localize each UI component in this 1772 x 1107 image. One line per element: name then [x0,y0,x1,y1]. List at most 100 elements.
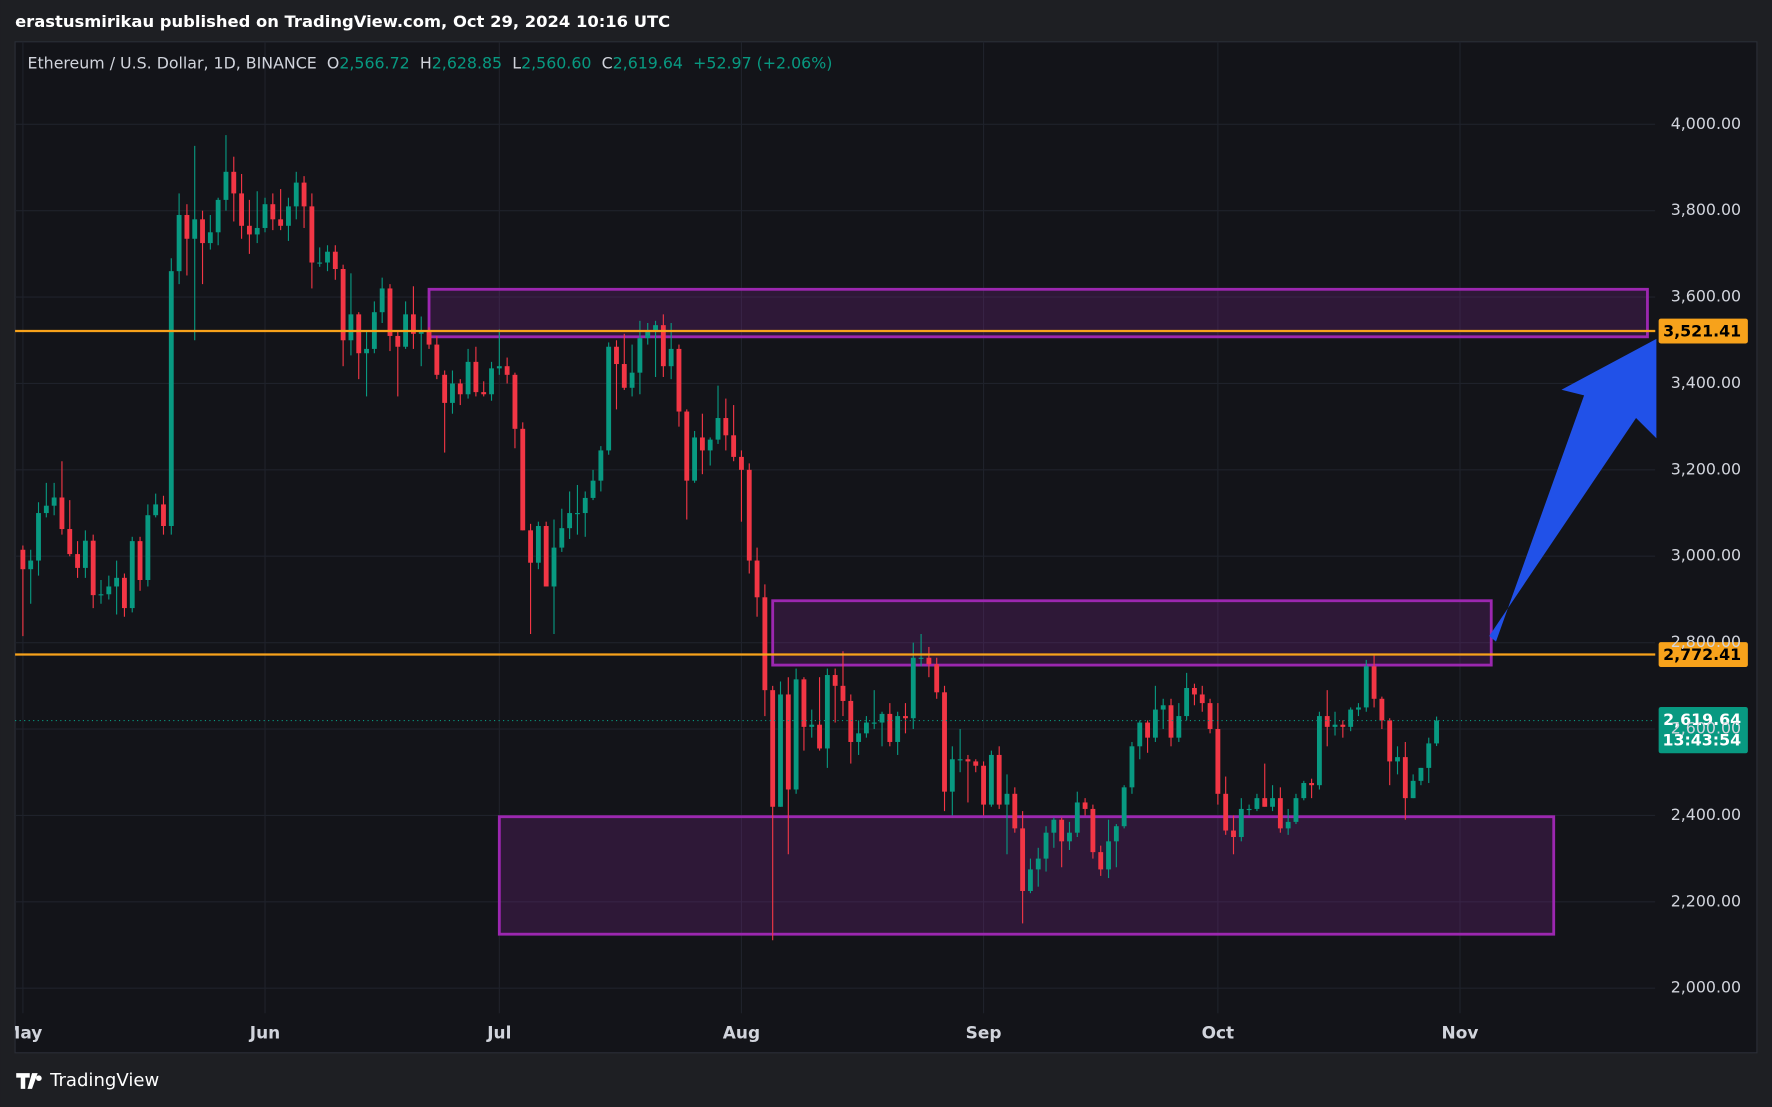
candle-body [707,439,713,451]
candle-body [332,251,338,269]
candle-body [457,383,463,395]
candle-body [1402,757,1408,799]
candle-body [575,513,580,515]
candle-body [1074,802,1080,833]
candle-body [1371,666,1377,699]
x-tick-label: Jul [486,1023,511,1043]
candle-body [988,754,994,805]
candle-body [364,348,369,354]
candle-body [286,206,291,226]
candle-body [270,204,276,220]
candle-body [1363,666,1369,708]
candle-body [504,366,510,375]
candle-body [1340,724,1346,727]
candle-body [684,411,690,481]
legend-change: +52.97 (+2.06%) [693,53,832,72]
candle-body [1160,705,1166,710]
candle-body [778,694,783,807]
candle-body [426,331,432,345]
candle-body [168,271,174,527]
candle-body [1051,819,1057,833]
x-axis: May Jun Jul Aug Sep Oct Nov [3,1023,1479,1043]
candle-body [1231,830,1236,838]
x-tick-label: Nov [1442,1023,1479,1043]
legend-key: C [602,53,613,72]
x-tick-label: Jun [249,1023,280,1043]
candle-body [1207,703,1213,730]
candle-body [192,219,198,239]
candle-body [887,713,893,742]
candle-body [1418,767,1424,781]
candle-body [535,526,541,563]
candle-body [606,346,612,451]
candle-body [973,761,979,766]
y-tick-label: 2,000.00 [1671,978,1741,997]
candle-body [512,374,518,429]
candle-body [200,219,205,244]
candle-body [122,577,127,609]
candle-body [1215,729,1221,794]
candle-body [262,204,268,228]
candle-body [520,428,526,531]
candle-body [871,722,877,724]
candle-body [1113,826,1119,842]
candle-body [465,361,471,395]
candle-body [528,530,533,563]
level-tag [1658,642,1748,667]
candle-body [1387,720,1393,762]
candle-body [1137,722,1143,747]
y-tick-label: 3,400.00 [1671,373,1741,392]
y-tick-label: 2,400.00 [1671,805,1741,824]
candle-body [840,685,846,701]
candle-body [1090,808,1096,853]
candle-body [395,335,401,347]
candle-body [824,675,830,749]
candle-body [301,182,307,207]
candle-body [114,577,120,587]
candle-body [637,338,643,373]
candle-body [785,694,791,790]
candle-body [1410,780,1416,799]
candle-body [293,182,299,207]
legend-symbol: Ethereum / U.S. Dollar, 1D, BINANCE [28,53,317,72]
candle-body [129,541,135,609]
candle-body [278,219,284,226]
candle-body [832,675,838,686]
arrow-annotation [1489,338,1657,642]
y-tick-label: 2,200.00 [1671,891,1741,910]
candle-body [1059,819,1065,842]
candle-body [856,733,862,742]
candle-body [754,560,760,598]
level-tag [1658,318,1748,344]
candle-body [340,268,346,341]
y-tick-label: 2,800.00 [1671,632,1741,651]
candle-body [918,657,924,659]
candle-body [762,597,768,691]
candle-body [387,288,393,336]
candle-body [848,700,854,742]
candle-body [1145,722,1151,738]
candle-body [246,225,252,235]
candle-body [51,497,57,506]
bar-countdown: 13:43:54 [1663,730,1742,749]
candle-body [692,437,698,481]
candle-body [1238,808,1244,838]
x-tick-label: May [3,1023,42,1043]
candle-body [36,513,41,561]
candle-body [1152,709,1158,738]
candle-body [1316,716,1322,786]
candle-body [317,262,323,264]
candle-body [82,540,88,568]
candle-body [1332,724,1338,727]
y-tick-label: 3,600.00 [1671,287,1741,306]
candle-body [59,497,65,530]
candle-body [614,346,619,365]
candle-body [879,713,885,723]
candle-body [793,679,799,790]
candle-body [723,418,729,436]
candle-body [731,435,737,457]
candle-body [957,759,963,761]
candle-body [325,251,330,263]
candle-body [348,314,354,341]
candle-body [809,724,815,727]
